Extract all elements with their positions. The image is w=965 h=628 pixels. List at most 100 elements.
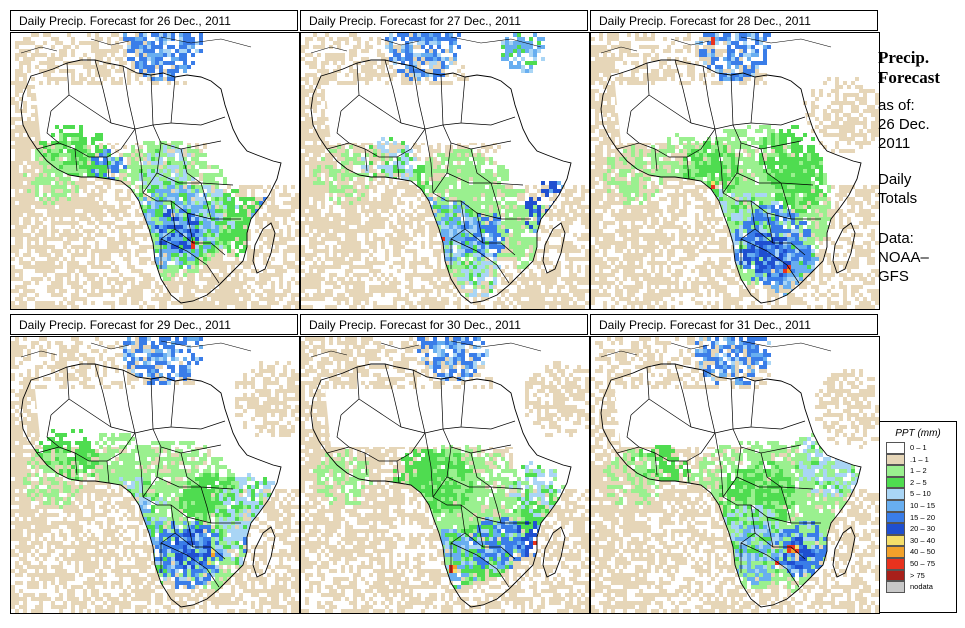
rain-cell [103, 169, 107, 173]
rain-cell [159, 209, 163, 213]
dry-cell [23, 37, 27, 41]
dry-cell [389, 201, 393, 205]
dry-cell [155, 285, 159, 289]
dry-cell [127, 73, 131, 77]
rain-cell [243, 249, 247, 253]
rain-cell [151, 181, 155, 185]
rain-cell [179, 45, 183, 49]
dry-cell [95, 81, 99, 85]
dry-cell [67, 301, 71, 305]
rain-cell [167, 53, 171, 57]
dry-cell [313, 177, 317, 181]
rain-cell [147, 237, 151, 241]
dry-cell [283, 201, 287, 205]
dry-cell [337, 65, 341, 69]
rain-cell [55, 173, 59, 177]
dry-cell [337, 153, 341, 157]
dry-cell [143, 69, 147, 73]
dry-cell [357, 149, 361, 153]
rain-cell [171, 201, 175, 205]
country-border [134, 128, 144, 194]
rain-cell [91, 161, 95, 165]
dry-cell [63, 245, 67, 249]
dry-cell [87, 205, 91, 209]
dry-cell [207, 269, 211, 273]
dry-cell [115, 41, 119, 45]
rain-cell [167, 221, 171, 225]
dry-cell [83, 201, 87, 205]
rain-cell [55, 153, 59, 157]
rain-cell [215, 209, 219, 213]
dry-cell [227, 185, 231, 189]
dry-cell [67, 209, 71, 213]
dry-cell [569, 189, 573, 193]
dry-cell [565, 201, 569, 205]
dry-cell [103, 301, 107, 305]
rain-cell [159, 49, 163, 53]
dry-cell [215, 305, 219, 309]
dry-cell [461, 65, 465, 69]
dry-cell [309, 137, 313, 141]
dry-cell [207, 293, 211, 297]
dry-cell [377, 157, 381, 161]
rain-cell [243, 237, 247, 241]
dry-cell [75, 45, 79, 49]
dry-cell [119, 37, 123, 41]
dry-cell [321, 189, 325, 193]
rain-cell [91, 241, 95, 245]
dry-cell [397, 185, 401, 189]
dry-cell [565, 189, 569, 193]
dry-cell [349, 189, 353, 193]
rain-cell [59, 165, 63, 169]
rain-cell [131, 177, 135, 181]
rain-cell [179, 185, 183, 189]
dry-cell [369, 77, 373, 81]
dry-cell [43, 197, 47, 201]
dry-cell [421, 201, 425, 205]
rain-cell [183, 65, 187, 69]
rain-cell [159, 197, 163, 201]
dry-cell [305, 53, 309, 57]
dry-cell [51, 261, 55, 265]
dry-cell [135, 77, 139, 81]
dry-cell [271, 209, 275, 213]
dry-cell [71, 209, 75, 213]
rain-cell [75, 185, 79, 189]
map-canvas [11, 33, 299, 309]
dry-cell [35, 109, 39, 113]
rain-cell [135, 257, 139, 261]
rain-cell [171, 185, 175, 189]
country-border [150, 74, 154, 126]
rain-cell [187, 233, 191, 237]
dry-cell [135, 49, 139, 53]
rain-cell [31, 249, 35, 253]
dry-cell [199, 269, 203, 273]
dry-cell [75, 285, 79, 289]
rain-cell [39, 209, 43, 213]
dry-cell [71, 69, 75, 73]
rain-cell [151, 269, 155, 273]
rain-cell [79, 137, 83, 141]
dry-cell [159, 289, 163, 293]
dry-cell [27, 249, 31, 253]
dry-cell [301, 109, 305, 113]
dry-cell [313, 65, 317, 69]
rain-cell [67, 225, 71, 229]
dry-cell [433, 177, 437, 181]
rain-cell [139, 197, 143, 201]
dry-cell [267, 229, 271, 233]
rain-cell [215, 245, 219, 249]
dry-cell [59, 261, 63, 265]
dry-cell [87, 229, 91, 233]
dry-cell [163, 305, 167, 309]
rain-cell [71, 161, 75, 165]
dry-cell [421, 181, 425, 185]
rain-cell [163, 61, 167, 65]
dry-cell [119, 249, 123, 253]
dry-cell [39, 253, 43, 257]
dry-cell [23, 221, 27, 225]
dry-cell [369, 201, 373, 205]
rain-cell [219, 241, 223, 245]
dry-cell [333, 69, 337, 73]
rain-cell [155, 217, 159, 221]
